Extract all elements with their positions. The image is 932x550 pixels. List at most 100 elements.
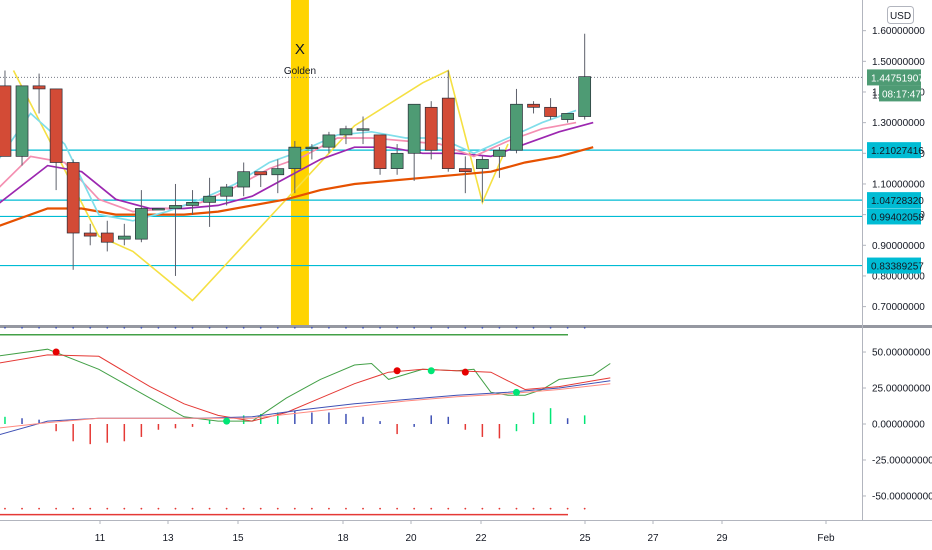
last-price-tag (867, 69, 921, 86)
lower-dot-marker (532, 507, 535, 510)
price-pane[interactable] (0, 0, 862, 325)
candle[interactable] (305, 146, 319, 150)
upper-dot-marker (362, 326, 364, 329)
time-axis-label: 22 (475, 533, 487, 544)
candle[interactable] (152, 208, 165, 211)
candle[interactable] (510, 103, 523, 151)
candle[interactable] (237, 171, 251, 188)
signal-dot[interactable] (393, 367, 401, 375)
price-axis-label: 1.60000000 (872, 26, 925, 37)
oscillator-axis-label: 50.00000000 (872, 348, 931, 359)
candle[interactable] (407, 103, 421, 154)
oscillator-axis-label: 0.00000000 (872, 420, 925, 431)
oscillator-axis-label: -50.00000000 (872, 491, 932, 502)
oscillator-axis-label: -25.00000000 (872, 455, 932, 466)
candle[interactable] (561, 113, 574, 120)
candle[interactable] (66, 162, 80, 234)
upper-dot-marker (174, 326, 177, 329)
oscillator-axis-label: 25.00000000 (872, 384, 931, 395)
level-price-tag (867, 142, 921, 159)
time-axis-label: 18 (337, 533, 349, 544)
candle[interactable] (0, 85, 12, 157)
upper-dot-marker (379, 326, 381, 329)
signal-dot[interactable] (223, 417, 231, 425)
lower-dot-marker (515, 507, 518, 510)
lower-dot-marker (21, 507, 23, 510)
lower-dot-marker (157, 507, 160, 510)
currency-button[interactable]: USD (887, 6, 914, 24)
lower-dot-marker (89, 507, 92, 510)
candle[interactable] (578, 76, 592, 117)
candle[interactable] (83, 232, 97, 237)
candle[interactable] (100, 232, 114, 243)
price-axis-label: 1.30000000 (872, 118, 925, 129)
time-axis-label: 27 (647, 533, 659, 544)
time-axis-label: 15 (232, 533, 244, 544)
time-axis-label: 13 (162, 533, 174, 544)
candle[interactable] (203, 195, 216, 203)
candle[interactable] (373, 134, 387, 169)
upper-dot-marker (430, 326, 433, 329)
candle[interactable] (288, 146, 302, 169)
countdown-tag (879, 85, 921, 102)
upper-dot-marker (276, 326, 279, 329)
lower-dot-marker (310, 507, 313, 510)
lower-dot-marker (174, 507, 177, 510)
candle[interactable] (220, 186, 233, 197)
candle[interactable] (390, 152, 404, 169)
candle[interactable] (135, 208, 148, 240)
upper-dot-marker (583, 326, 586, 329)
level-price-tag-label: 0.83389257 (871, 262, 924, 273)
candle[interactable] (49, 88, 63, 163)
lower-dot-marker (447, 507, 450, 510)
candle[interactable] (254, 171, 268, 176)
upper-dot-marker (106, 326, 109, 329)
moving-average-line (0, 146, 594, 227)
countdown-tag-label: 08:17:47 (882, 89, 921, 100)
lower-dot-marker (293, 507, 296, 510)
candle[interactable] (441, 97, 455, 169)
price-axis-label: 1.10000000 (872, 179, 925, 190)
lower-dot-marker (345, 507, 347, 510)
signal-dot[interactable] (52, 348, 60, 356)
signal-dot[interactable] (461, 368, 469, 376)
lower-dot-marker (583, 507, 586, 510)
level-price-tag (867, 192, 921, 209)
moving-average-line (0, 121, 577, 213)
lower-dot-marker (259, 507, 262, 510)
candle[interactable] (527, 103, 540, 108)
level-price-tag (867, 208, 921, 225)
oscillator-line (0, 383, 611, 429)
candle[interactable] (117, 235, 131, 240)
lower-dot-marker (362, 507, 364, 510)
upper-dot-marker (225, 326, 228, 329)
time-axis-label: 20 (405, 533, 417, 544)
candle[interactable] (186, 202, 199, 206)
candle[interactable] (544, 106, 557, 117)
candle[interactable] (458, 168, 472, 173)
upper-dot-marker (328, 326, 330, 329)
candle[interactable] (356, 128, 370, 131)
last-price-tag-label: 1.44751907 (871, 73, 924, 84)
upper-dot-marker (310, 326, 313, 329)
signal-dot[interactable] (512, 388, 520, 396)
upper-dot-marker (38, 326, 40, 329)
upper-dot-marker (21, 326, 23, 329)
lower-dot-marker (225, 507, 228, 510)
candle[interactable] (476, 159, 489, 169)
upper-dot-marker (4, 326, 6, 329)
candle[interactable] (169, 205, 182, 209)
candle[interactable] (322, 134, 336, 148)
price-axis-label: 1.50000000 (872, 57, 925, 68)
candle[interactable] (15, 85, 29, 157)
candle[interactable] (32, 85, 46, 90)
upper-dot-marker (242, 326, 245, 329)
upper-dot-marker (549, 326, 552, 329)
candle[interactable] (271, 168, 285, 176)
partial-price-label: 1. (872, 90, 880, 101)
signal-dot[interactable] (427, 367, 435, 375)
candle[interactable] (424, 106, 438, 151)
candle[interactable] (339, 128, 353, 136)
candle[interactable] (493, 149, 506, 157)
